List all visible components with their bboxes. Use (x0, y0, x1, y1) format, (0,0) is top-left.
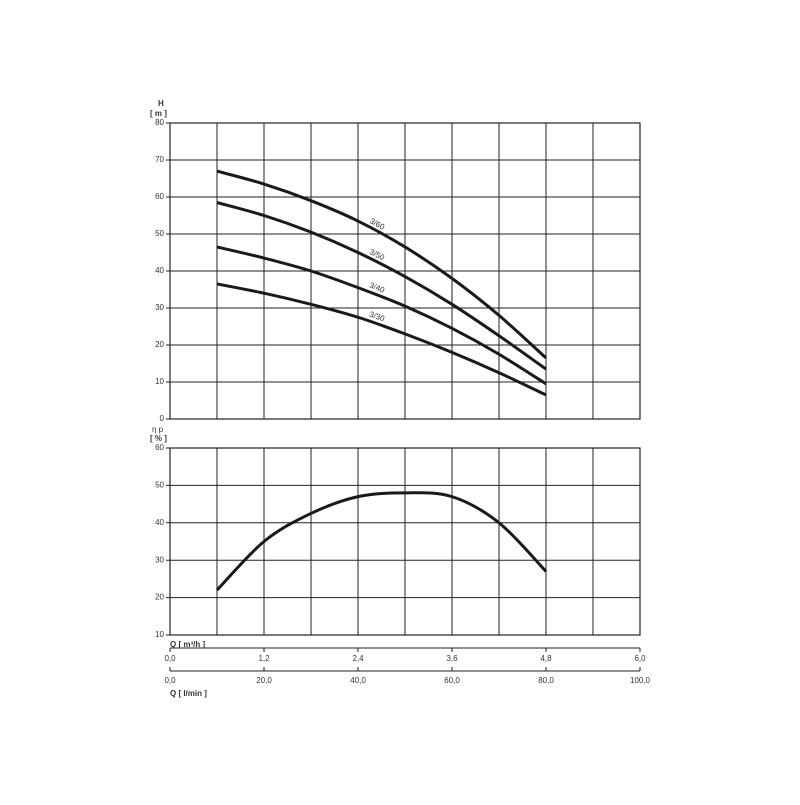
y-tick-label: 30 (155, 555, 164, 564)
y-tick-label: 60 (155, 443, 164, 452)
y-tick-label: 20 (155, 340, 164, 349)
x2-tick-label: 40,0 (350, 676, 366, 685)
y-tick-label: 20 (155, 593, 164, 602)
x2-tick-label: 80,0 (538, 676, 554, 685)
y-tick-label: 40 (155, 518, 164, 527)
x-tick-label: 0,0 (164, 654, 176, 663)
curve (216, 201, 547, 371)
curve (216, 169, 548, 360)
y-tick-label: 0 (160, 414, 165, 423)
y-tick-label: 70 (155, 155, 164, 164)
y-tick-label: 40 (155, 266, 164, 275)
x-label: Q [ m³/h ] (170, 640, 205, 649)
y-tick-label: 50 (155, 481, 164, 490)
curve (216, 245, 547, 386)
y-unit: [ % ] (150, 434, 167, 443)
y-tick-label: 50 (155, 229, 164, 238)
plot-frame (169, 122, 641, 420)
y-tick-label: 10 (155, 377, 164, 386)
x-tick-label: 3,6 (446, 654, 458, 663)
x-tick-label: 2,4 (352, 654, 364, 663)
x-tick-label: 6,0 (634, 654, 646, 663)
y-tick-label: 30 (155, 303, 164, 312)
x-tick-label: 1,2 (258, 654, 270, 663)
x2-tick-label: 100,0 (630, 676, 651, 685)
x2-tick-label: 0,0 (164, 676, 176, 685)
curve (216, 282, 547, 397)
y-unit: [ m ] (150, 109, 167, 118)
y-tick-label: 10 (155, 630, 164, 639)
y-tick-label: 60 (155, 192, 164, 201)
curve (215, 491, 548, 592)
x2-tick-label: 20,0 (256, 676, 272, 685)
x2-label: Q [ l/min ] (170, 689, 207, 698)
y-label: H (158, 99, 164, 108)
y-tick-label: 80 (155, 118, 164, 127)
y-label: η p (152, 425, 164, 434)
plot-frame (169, 447, 641, 636)
x-tick-label: 4,8 (540, 654, 552, 663)
x2-tick-label: 60,0 (444, 676, 460, 685)
